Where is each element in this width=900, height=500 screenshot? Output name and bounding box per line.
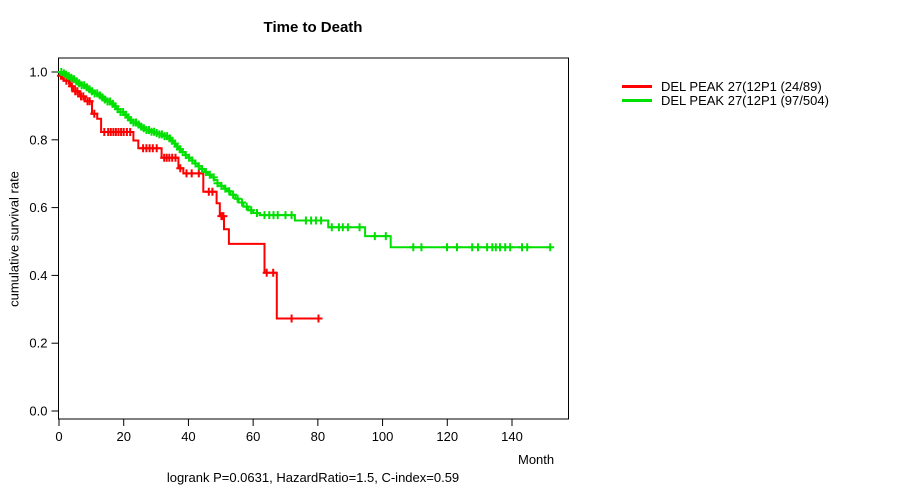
y-tick-label: 1.0: [29, 65, 47, 80]
y-tick-label: 0.2: [29, 336, 47, 351]
x-tick-label: 80: [311, 429, 325, 444]
y-tick-label: 0.4: [29, 268, 47, 283]
x-tick-label: 140: [501, 429, 523, 444]
x-tick-label: 120: [436, 429, 458, 444]
legend-label-group1: DEL PEAK 27(12P1 (24/89): [661, 78, 822, 94]
stats-footnote: logrank P=0.0631, HazardRatio=1.5, C-ind…: [166, 470, 460, 485]
legend-line-swatch-red: [622, 84, 652, 88]
legend-item-group2: DEL PEAK 27(12P1 (97/504): [622, 92, 829, 108]
x-tick-label: 0: [55, 429, 62, 444]
y-axis-title: cumulative survival rate: [6, 171, 22, 307]
censor-marks-green: [57, 68, 555, 252]
censor-marks-red: [56, 71, 323, 323]
x-tick-label: 100: [372, 429, 394, 444]
y-tick-label: 0.0: [29, 404, 47, 419]
legend-label-group2: DEL PEAK 27(12P1 (97/504): [661, 92, 829, 108]
x-tick-label: 40: [181, 429, 195, 444]
y-tick-label: 0.8: [29, 132, 47, 147]
x-axis-title: Month: [518, 452, 555, 467]
x-tick-label: 60: [246, 429, 260, 444]
legend-item-group1: DEL PEAK 27(12P1 (24/89): [622, 78, 829, 94]
plot-title: Time to Death: [263, 19, 363, 36]
plot-frame: [58, 57, 569, 420]
legend: DEL PEAK 27(12P1 (24/89) DEL PEAK 27(12P…: [622, 78, 829, 108]
legend-line-swatch-green: [622, 98, 652, 102]
y-tick-label: 0.6: [29, 200, 47, 215]
survival-curve-red: [59, 71, 319, 320]
x-tick-label: 20: [116, 429, 130, 444]
